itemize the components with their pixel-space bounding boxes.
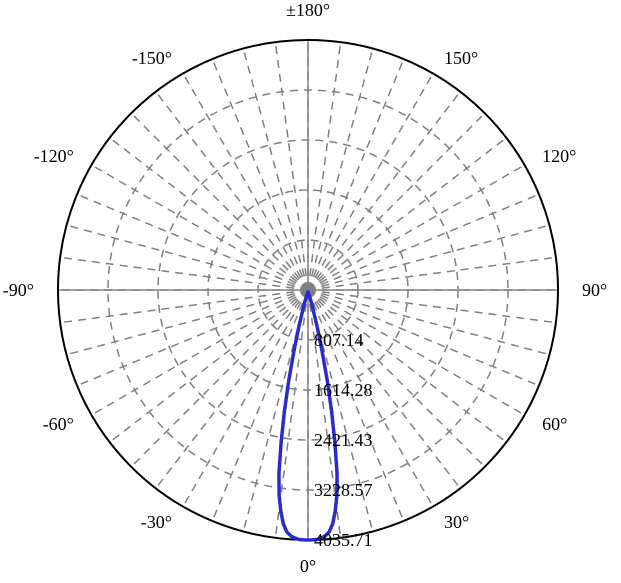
ring-label: 3228.57 <box>314 480 373 500</box>
ring-label: 2421.43 <box>314 430 373 450</box>
angle-label: 120° <box>542 146 576 166</box>
angle-label: -60° <box>43 414 74 434</box>
angle-label: 60° <box>542 414 567 434</box>
angle-label: 90° <box>582 280 607 300</box>
angle-label: 30° <box>444 512 469 532</box>
angle-label: -120° <box>34 146 74 166</box>
angle-label: -90° <box>3 280 34 300</box>
ring-label: 807.14 <box>314 330 364 350</box>
polar-chart: 807.14 1614.28 2421.43 3228.57 4035.71 0° 30° 6… <box>0 0 621 583</box>
angle-label: -150° <box>132 48 172 68</box>
angle-label: 150° <box>444 48 478 68</box>
angle-label: 0° <box>300 556 316 576</box>
angle-label: ±180° <box>286 0 330 20</box>
ring-label: 4035.71 <box>314 530 373 550</box>
angle-label: -30° <box>141 512 172 532</box>
ring-label: 1614.28 <box>314 380 373 400</box>
